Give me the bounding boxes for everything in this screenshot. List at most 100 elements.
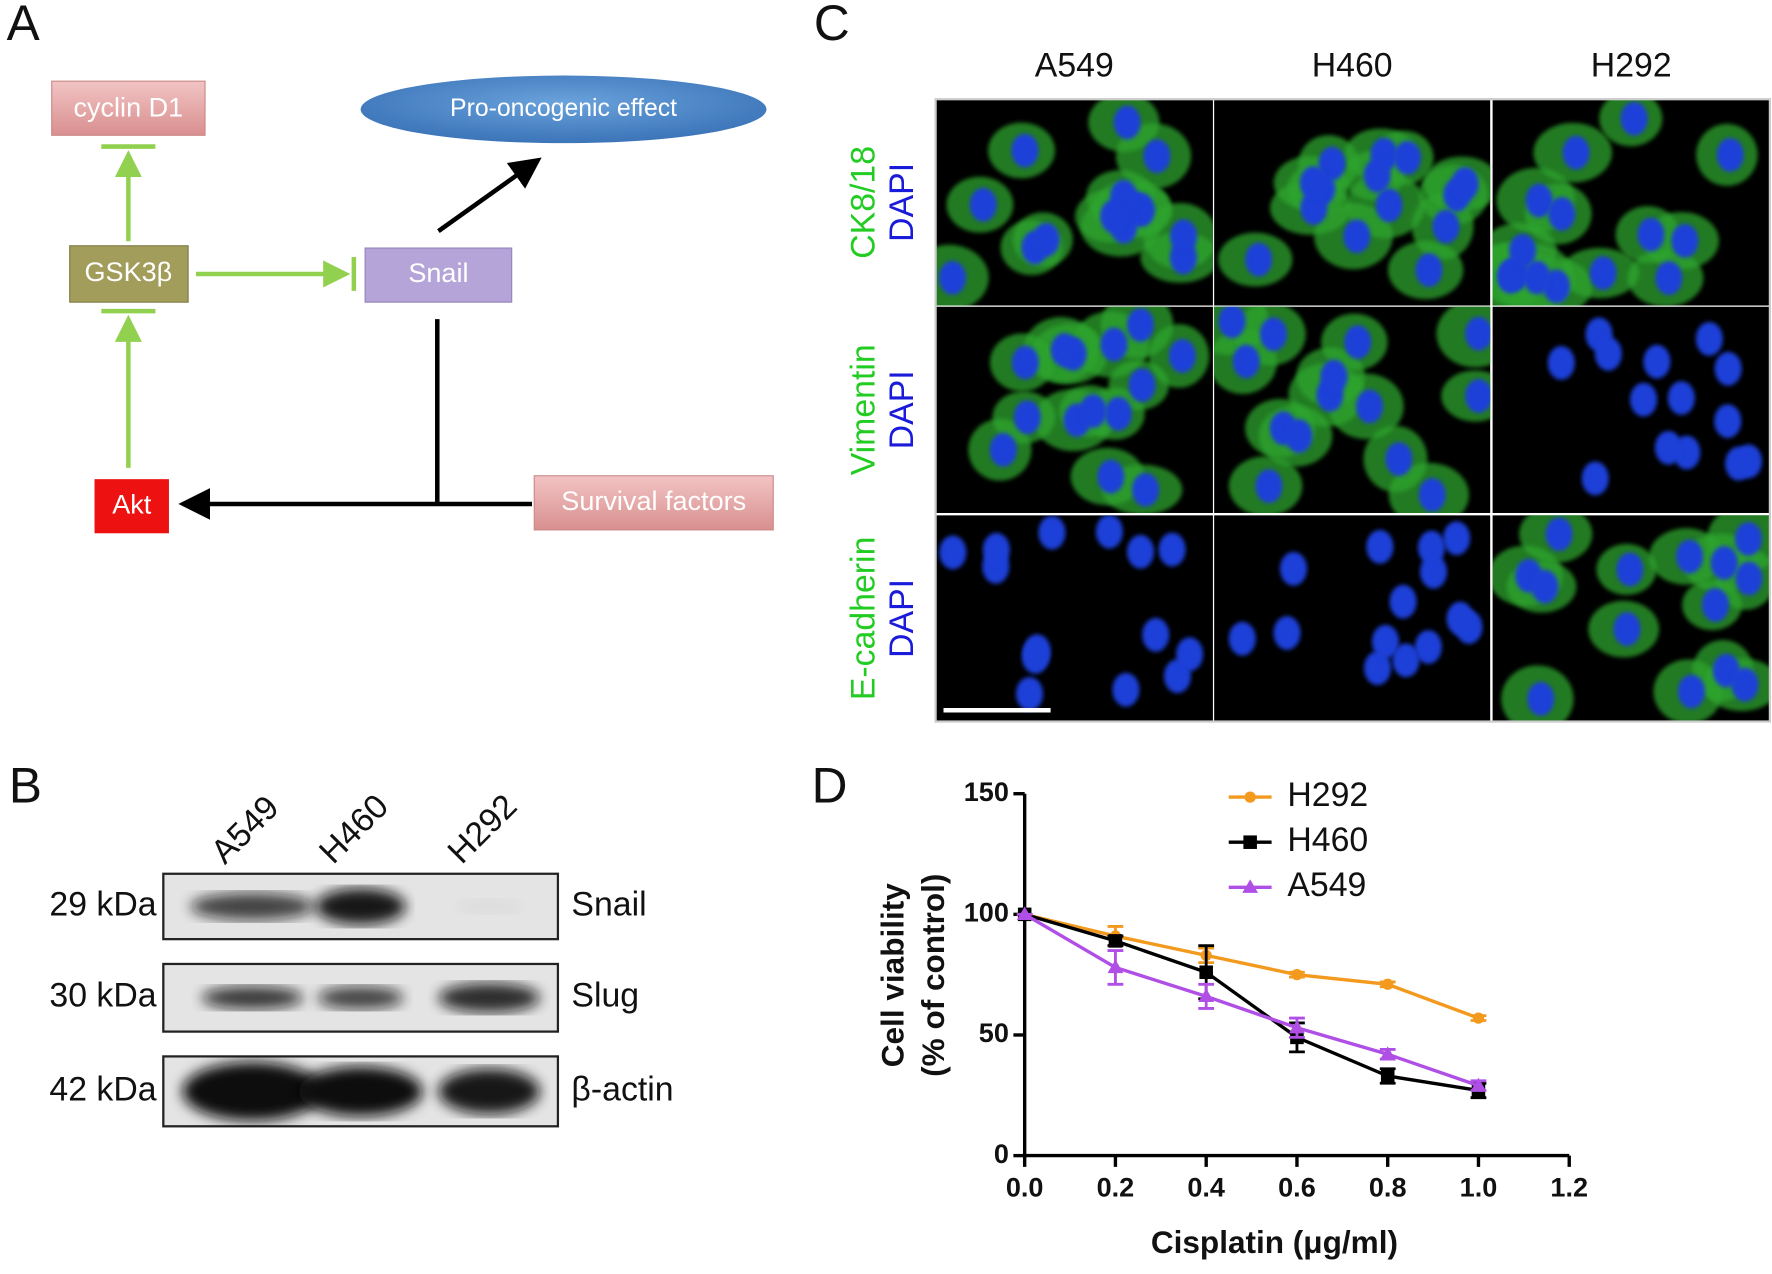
nucleus	[1112, 672, 1140, 707]
node-box	[94, 479, 169, 534]
diagram: cyclin D1 Pro-oncogenic effect GSK3β Sna…	[51, 75, 774, 534]
size-label: 42 kDa	[49, 1070, 156, 1108]
nucleus	[1527, 681, 1555, 716]
stain-label: E-cadherin	[845, 537, 883, 701]
x-axis-label: Cisplatin (μg/ml)	[1151, 1224, 1398, 1260]
nucleus	[1170, 219, 1198, 254]
nucleus	[1366, 529, 1394, 564]
point	[1198, 988, 1215, 1003]
node-box	[533, 475, 774, 531]
nucleus	[1734, 521, 1762, 556]
stain-label: DAPI	[883, 370, 921, 449]
nucleus	[1245, 242, 1273, 277]
series	[1016, 906, 1487, 1092]
image-tile	[935, 515, 1213, 722]
nucleus	[1523, 260, 1551, 295]
nucleus	[1714, 404, 1742, 439]
nucleus	[1735, 561, 1763, 596]
nucleus	[1465, 379, 1491, 413]
band	[438, 1068, 540, 1114]
nucleus	[1013, 400, 1041, 435]
image-tile	[935, 306, 1213, 513]
point	[1380, 1069, 1395, 1083]
nucleus	[1168, 339, 1196, 373]
nucleus	[1655, 261, 1683, 295]
x-tick-label: 0.2	[1097, 1173, 1135, 1203]
nucleus	[1637, 217, 1665, 252]
nucleus	[1414, 630, 1442, 664]
nucleus	[1654, 430, 1682, 465]
image-tile	[1214, 515, 1491, 722]
stain-label: DAPI	[883, 163, 921, 242]
protein-label: β-actin	[571, 1070, 673, 1108]
node-ellipse	[360, 75, 767, 144]
nucleus	[1385, 442, 1413, 476]
nucleus	[1548, 197, 1576, 231]
image-tile	[1492, 99, 1770, 306]
nucleus	[1259, 317, 1288, 352]
nucleus	[969, 187, 997, 222]
lane-label: H460	[312, 787, 396, 871]
x-tick-label: 0.8	[1369, 1173, 1407, 1203]
nucleus	[1509, 233, 1537, 268]
nucleus	[1100, 327, 1128, 362]
node-label: Snail	[408, 258, 468, 288]
nucleus	[1050, 333, 1078, 367]
nucleus	[1104, 396, 1132, 431]
nucleus	[1218, 306, 1246, 339]
nucleus	[1620, 101, 1648, 136]
nucleus	[1343, 219, 1371, 254]
nucleus	[1232, 344, 1260, 379]
node-label: Akt	[112, 489, 152, 519]
y-tick-label: 50	[979, 1018, 1009, 1048]
nucleus	[1128, 368, 1156, 403]
nucleus	[1032, 222, 1060, 257]
legend-label: H292	[1287, 776, 1368, 814]
column-label: H460	[1312, 47, 1393, 85]
band	[182, 1062, 323, 1121]
nucleus	[1038, 515, 1066, 550]
column-label: A549	[1035, 47, 1114, 85]
x-tick-label: 0.6	[1278, 1173, 1316, 1203]
nucleus	[1581, 461, 1609, 496]
nucleus	[1710, 545, 1738, 580]
nucleus	[1300, 191, 1328, 225]
nucleus	[1097, 459, 1125, 494]
nucleus	[1228, 621, 1256, 656]
band	[317, 986, 404, 1010]
image-border	[934, 98, 1772, 723]
nucleus	[1142, 617, 1170, 652]
nucleus	[1273, 616, 1301, 650]
image-tile	[935, 99, 1213, 306]
nucleus	[1594, 336, 1622, 371]
point	[1472, 1012, 1485, 1024]
nucleus	[1364, 651, 1392, 686]
series-line	[1024, 912, 1479, 1093]
nucleus	[1716, 137, 1744, 172]
series-line	[1023, 912, 1480, 1088]
nucleus	[1126, 534, 1155, 569]
image-tile	[1492, 306, 1770, 513]
nucleus	[1095, 515, 1123, 549]
series	[1016, 907, 1487, 1100]
column-label: H292	[1591, 47, 1672, 85]
nucleus	[1671, 223, 1699, 258]
band	[438, 983, 540, 1013]
band	[455, 899, 523, 914]
panel-label: A	[7, 0, 40, 51]
lane-label: H292	[440, 787, 524, 871]
node-box	[364, 247, 513, 303]
y-tick-label: 0	[994, 1139, 1009, 1169]
node-label: GSK3β	[85, 257, 173, 287]
nucleus	[1371, 624, 1400, 659]
nucleus	[1363, 158, 1391, 193]
nucleus	[982, 532, 1010, 567]
nucleus	[1392, 643, 1420, 678]
stain-label: DAPI	[883, 579, 921, 658]
nucleus	[1021, 639, 1049, 674]
legend-label: H460	[1287, 821, 1368, 859]
edges-black	[178, 157, 542, 520]
nucleus	[1465, 316, 1491, 351]
nucleus	[1158, 532, 1186, 567]
nucleus	[1126, 307, 1154, 342]
